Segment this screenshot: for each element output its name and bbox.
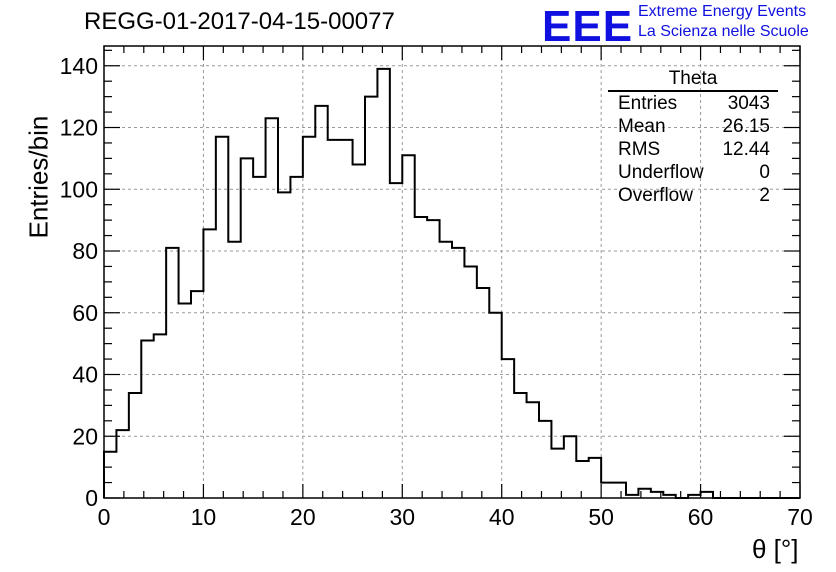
histogram-bin [141, 341, 153, 498]
stats-row-overflow: Overflow 2 [608, 184, 778, 207]
histogram-bin [203, 229, 215, 498]
y-tick-label: 60 [72, 300, 98, 326]
histogram-bin [402, 155, 414, 498]
stats-label: Mean [618, 116, 666, 137]
y-tick-label: 120 [60, 115, 98, 141]
histogram-bin [564, 436, 576, 498]
histogram-bin [340, 140, 352, 498]
stats-row-mean: Mean 26.15 [608, 115, 778, 138]
stats-title: Theta [608, 68, 778, 92]
stats-value: 12.44 [722, 139, 770, 160]
histogram-bin [638, 489, 650, 498]
x-tick-label: 30 [389, 504, 415, 530]
y-tick-label: 100 [60, 176, 98, 202]
y-axis-label: Entries/bin [23, 115, 54, 239]
stats-value: 0 [759, 162, 770, 183]
histogram-bin [477, 288, 489, 498]
y-axis-label-box: Entries/bin [2, 108, 54, 239]
histogram-bin [241, 158, 253, 498]
histogram-bin [253, 177, 265, 498]
plot-frame [103, 45, 801, 499]
histogram-bin [390, 183, 402, 498]
y-tick-label: 80 [72, 238, 98, 264]
histogram-bin [452, 248, 464, 498]
histogram-bin [116, 430, 128, 498]
histogram-bin [290, 177, 302, 498]
stats-label: RMS [618, 139, 661, 160]
y-tick-label: 40 [72, 362, 98, 388]
histogram-bin [539, 421, 551, 498]
histogram-bin [464, 266, 476, 498]
stats-value: 26.15 [722, 116, 770, 137]
logo-line-2: La Scienza nelle Scuole [638, 23, 809, 40]
histogram-bin [502, 359, 514, 498]
plot-title: REGG-01-2017-04-15-00077 [84, 8, 395, 35]
histogram-bin [614, 483, 626, 498]
histogram-bin [551, 449, 563, 498]
x-axis-label: θ [°] [752, 534, 799, 564]
histogram-bin [129, 393, 141, 498]
y-tick-label: 140 [60, 53, 98, 79]
histogram-bin [104, 452, 116, 498]
histogram-bin [166, 248, 178, 498]
stats-value: 2 [759, 185, 770, 206]
histogram-bin [365, 97, 377, 498]
histogram-bin [154, 334, 166, 498]
stats-value: 3043 [727, 93, 770, 114]
histogram-bin [266, 118, 278, 498]
histogram-bin [377, 69, 389, 498]
stats-row-rms: RMS 12.44 [608, 138, 778, 161]
x-tick-label: 0 [98, 504, 111, 530]
histogram-outline [103, 67, 800, 499]
histogram-bin [440, 242, 452, 498]
x-tick-label: 60 [688, 504, 714, 530]
histogram-bin [514, 393, 526, 498]
x-tick-label: 40 [489, 504, 515, 530]
histogram-bin [303, 137, 315, 498]
histogram-bin [489, 313, 501, 498]
histogram-bin [328, 140, 340, 498]
histogram-bin [427, 220, 439, 498]
stats-box: Theta Entries 3043 Mean 26.15 RMS 12.44 … [608, 68, 778, 207]
stats-label: Entries [618, 93, 678, 114]
y-tick-label: 20 [72, 423, 98, 449]
histogram-bin [589, 458, 601, 498]
histogram-bin [179, 303, 191, 498]
stats-label: Overflow [618, 185, 693, 206]
y-tick-label: 0 [85, 485, 98, 511]
eee-logo: EEE [542, 2, 634, 51]
histogram-bin [415, 217, 427, 498]
histogram-bin [228, 242, 240, 498]
histogram-bin [191, 291, 203, 498]
histogram-bin [527, 402, 539, 498]
stats-label: Underflow [618, 162, 704, 183]
x-tick-label: 10 [191, 504, 217, 530]
x-tick-label: 50 [588, 504, 614, 530]
histogram-bin [576, 461, 588, 498]
histogram-bin [353, 165, 365, 498]
stats-row-underflow: Underflow 0 [608, 161, 778, 184]
stats-row-entries: Entries 3043 [608, 92, 778, 115]
histogram-bin [216, 137, 228, 498]
logo-line-1: Extreme Energy Events [638, 3, 807, 20]
x-tick-label: 70 [787, 504, 813, 530]
histogram-bin [315, 106, 327, 498]
histogram-bin [278, 192, 290, 498]
histogram-bin [601, 483, 613, 498]
x-tick-label: 20 [290, 504, 316, 530]
